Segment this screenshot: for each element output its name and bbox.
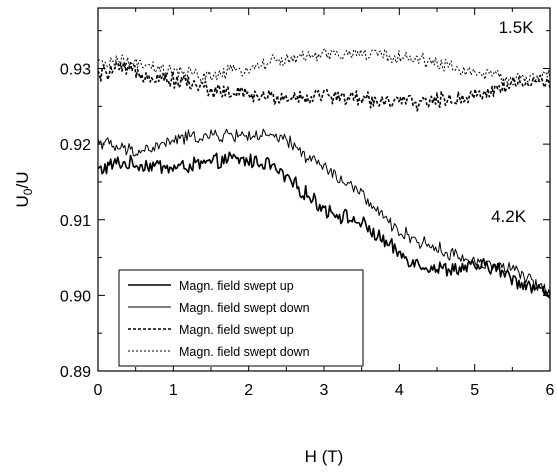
legend-entries: Magn. field swept up Magn. field swept do… [128,279,310,359]
x-tick-label: 6 [546,382,555,399]
series-line-3 [97,61,551,112]
series-line-1 [97,151,551,299]
annotation-4-2k: 4.2K [491,207,527,226]
y-tick-label: 0.89 [60,364,91,381]
legend: Magn. field swept up Magn. field swept do… [118,269,364,367]
y-tick-label: 0.91 [60,213,91,230]
x-tick-label: 1 [169,382,178,399]
series-layer [97,48,551,299]
x-tick-label: 2 [244,382,253,399]
tick-labels-layer: 0 1 2 3 4 5 6 0.89 0.90 0.91 0.92 0.93 [60,62,555,400]
y-axis-label-rest: /U [13,172,32,189]
legend-label-4: Magn. field swept down [179,345,310,359]
legend-label-1: Magn. field swept up [179,279,294,293]
x-tick-label: 4 [395,382,404,399]
series-line-2 [97,128,551,297]
legend-label-2: Magn. field swept down [179,301,310,315]
x-axis-label: H (T) [305,447,344,466]
legend-box [118,269,364,367]
y-axis-label: U0/U [13,172,35,208]
annotation-1-5k: 1.5K [499,18,535,37]
y-axis-label-subscript: 0 [21,188,35,195]
ticks-layer [97,8,551,372]
y-axis-label-main: U [13,195,32,207]
x-tick-label: 5 [470,382,479,399]
x-tick-label: 0 [94,382,103,399]
series-line-4 [97,48,551,86]
x-tick-label: 3 [320,382,329,399]
y-tick-label: 0.90 [60,288,91,305]
y-tick-label: 0.92 [60,137,91,154]
y-tick-label: 0.93 [60,62,91,79]
legend-label-3: Magn. field swept up [179,323,294,337]
